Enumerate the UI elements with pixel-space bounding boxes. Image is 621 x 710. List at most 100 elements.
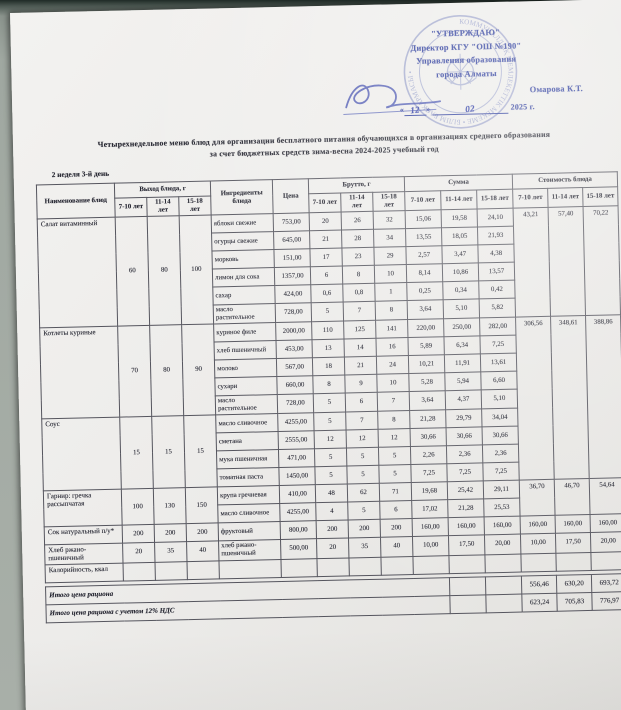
table-cell: 54,64	[589, 477, 621, 515]
table-cell	[520, 552, 557, 572]
table-cell: 14	[344, 338, 377, 358]
totals-cell	[485, 576, 522, 595]
table-cell: 645,00	[273, 230, 310, 250]
signature-icon	[343, 84, 442, 115]
table-cell: 200	[122, 524, 155, 544]
table-cell: 130	[153, 487, 187, 525]
header-cell: 15-18 лет	[476, 189, 514, 209]
table-cell: 17,50	[448, 534, 485, 556]
table-cell: 0,34	[442, 280, 480, 300]
table-cell: Сок натуральный п/у*	[44, 525, 123, 545]
menu-table: Наименование блюд Выход блюда, г Ингредиен…	[36, 171, 621, 583]
table-cell: 8	[377, 410, 411, 430]
table-cell: 471,00	[278, 448, 315, 468]
table-cell: масло растительное	[215, 394, 278, 416]
totals-cell	[485, 594, 523, 613]
table-cell: 21	[344, 356, 377, 376]
table-cell: 2,36	[482, 444, 519, 463]
table-cell: Котлеты куриные	[39, 326, 120, 419]
table-cell: фруктовый	[218, 521, 281, 541]
header-cell: 7-10 лет	[404, 190, 442, 211]
table-cell: 1450,00	[278, 466, 316, 486]
table-cell: 4,38	[477, 244, 515, 263]
table-cell: сметана	[216, 431, 279, 452]
table-cell: 728,00	[275, 302, 312, 323]
table-cell: 728,00	[277, 393, 314, 414]
table-cell: 6	[345, 392, 378, 413]
table-cell: 5,10	[481, 389, 518, 409]
table-cell: 35	[348, 537, 381, 558]
table-cell: 6	[379, 500, 413, 520]
table-cell: 18,05	[441, 226, 478, 246]
table-cell: 71	[379, 482, 412, 502]
table-cell: 24	[376, 355, 409, 375]
table-cell: 160,00	[484, 516, 521, 535]
table-cell: 12	[378, 428, 411, 448]
table-cell: 2555,00	[278, 430, 315, 450]
table-cell: хлеб ржано-пшеничный	[218, 539, 281, 561]
table-cell: 7,25	[482, 462, 520, 481]
table-cell: 20	[309, 212, 342, 231]
table-cell: 5	[314, 448, 347, 467]
table-cell: 2000,00	[275, 321, 313, 341]
table-cell: 21,28	[447, 498, 485, 518]
table-cell: 200	[380, 518, 413, 538]
table-cell: сухари	[214, 376, 278, 397]
table-cell: 48	[315, 484, 348, 503]
table-cell: 160,00	[448, 516, 485, 536]
table-cell: 30,66	[446, 426, 483, 446]
table-cell: 90	[181, 324, 216, 416]
table-cell	[590, 551, 621, 571]
table-cell: 29	[373, 246, 407, 266]
table-cell: 26	[341, 211, 374, 231]
table-cell: 20	[122, 542, 155, 563]
table-cell: 7	[377, 391, 410, 412]
table-cell: 17	[309, 248, 343, 267]
table-cell: 410,00	[279, 484, 316, 504]
table-cell: 5,89	[408, 336, 445, 356]
table-cell: 34,04	[481, 408, 519, 427]
table-cell: 17,50	[555, 532, 591, 553]
table-cell: 4255,00	[277, 412, 315, 432]
table-cell: 7,25	[410, 463, 448, 483]
table-cell: 5	[313, 412, 347, 431]
table-cell: куриное филе	[213, 322, 277, 343]
table-cell: 10	[376, 373, 410, 393]
table-cell: мука пшеничная	[216, 449, 279, 470]
table-body: Салат витаминный 60 80 100 яблоки свежие 753,…	[37, 205, 621, 583]
round-stamp-icon: КОММУНАЛДЫҚ МЕМЛЕКЕТТІК МЕКЕМЕ • БІЛІМ Б…	[403, 14, 518, 129]
table-cell	[122, 561, 156, 581]
document-title: Четырехнедельное меню блюд для организац…	[41, 127, 607, 163]
table-cell: 200	[154, 523, 187, 543]
date-year: 2025 г.	[510, 101, 535, 112]
table-cell: 23	[341, 247, 375, 267]
week-day-label: 2 неделя 3-й день	[51, 168, 110, 180]
table-cell: 160,00	[590, 513, 621, 533]
table-cell	[219, 559, 282, 579]
table-cell: 13	[312, 339, 345, 358]
table-cell: 7	[343, 301, 376, 322]
table-cell: 25,42	[447, 480, 484, 500]
table-cell: 10,21	[408, 354, 445, 374]
totals-body: Итого цена рациона 556,46 630,20 693,72 Итог…	[45, 573, 621, 623]
table-cell	[154, 561, 188, 580]
header-cell: 15-18 лет	[582, 186, 619, 207]
table-cell: 2,26	[410, 445, 447, 465]
table-cell: 151,00	[273, 248, 311, 268]
table-cell: 19,58	[441, 208, 478, 228]
header-cell: 7-10 лет	[512, 188, 549, 209]
table-cell: 29,79	[445, 408, 483, 428]
table-cell: 282,00	[479, 317, 517, 336]
table-cell: 32	[373, 210, 406, 230]
table-cell: 2,57	[405, 245, 443, 265]
table-cell: сахар	[212, 285, 276, 305]
header-cell: 7-10 лет	[114, 197, 148, 218]
table-cell: 5	[314, 466, 348, 485]
table-cell: 7,25	[446, 462, 484, 482]
table-cell: 4255,00	[279, 502, 317, 522]
header-cell: 15-18 лет	[178, 195, 212, 216]
table-cell	[380, 556, 414, 575]
totals-cell: 776,97	[591, 591, 621, 611]
table-cell	[412, 555, 450, 575]
table-cell: 3,47	[441, 244, 479, 264]
